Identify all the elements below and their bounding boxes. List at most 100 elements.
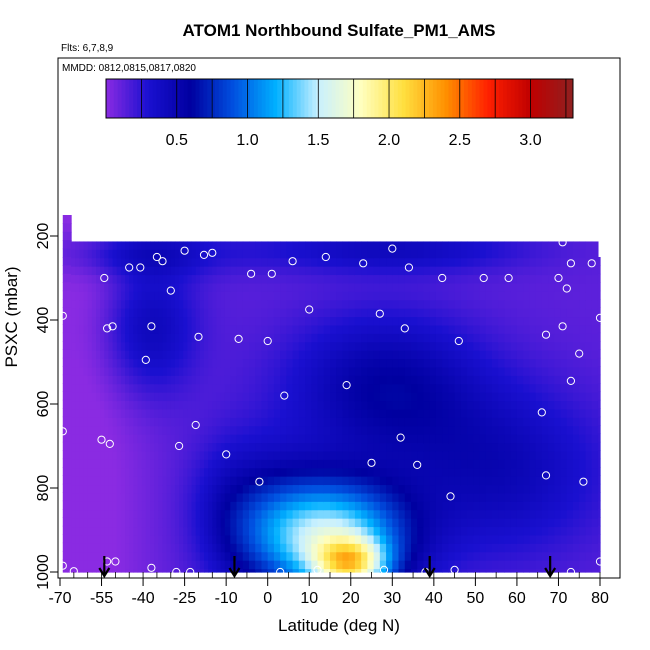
colorbar-swatch xyxy=(320,79,325,118)
heat-cell xyxy=(535,367,543,377)
heat-cell xyxy=(154,443,159,453)
heat-cell xyxy=(286,283,294,293)
heat-cell xyxy=(212,501,218,511)
heat-cell xyxy=(535,417,543,427)
heat-cell xyxy=(162,308,168,318)
heat-cell xyxy=(392,392,400,402)
heat-cell xyxy=(554,333,562,343)
heat-cell xyxy=(212,241,218,251)
heat-cell xyxy=(166,569,172,573)
heat-cell xyxy=(195,501,201,511)
heat-cell xyxy=(386,392,393,402)
heat-cell xyxy=(208,501,213,511)
heat-cell xyxy=(305,485,312,495)
heat-cell xyxy=(116,258,122,268)
profile-point xyxy=(454,336,463,346)
heat-cell xyxy=(535,560,543,570)
heat-cell xyxy=(261,266,269,276)
heat-cell xyxy=(191,560,197,570)
heat-cell xyxy=(249,527,256,537)
heat-cell xyxy=(498,485,506,495)
heat-cell xyxy=(62,265,68,275)
heat-cell xyxy=(298,443,306,453)
heat-cell xyxy=(404,560,412,570)
heat-cell xyxy=(398,510,406,520)
heat-cell xyxy=(548,493,555,503)
heat-cell xyxy=(261,375,269,385)
heat-cell xyxy=(510,493,518,503)
heat-cell xyxy=(179,409,184,419)
heat-cell xyxy=(386,426,393,436)
heat-cell xyxy=(386,249,393,259)
heat-cell xyxy=(162,426,168,436)
heat-cell xyxy=(150,476,155,486)
heat-cell xyxy=(141,291,147,301)
heat-cell xyxy=(417,560,425,570)
heat-cell xyxy=(323,392,331,402)
heat-cell xyxy=(174,375,180,385)
heat-cell xyxy=(154,493,159,503)
heat-cell xyxy=(96,443,101,453)
heat-cell xyxy=(548,451,555,461)
heat-cell xyxy=(199,308,205,318)
heat-cell xyxy=(323,333,331,343)
heat-cell xyxy=(423,434,431,444)
heat-cell xyxy=(87,350,93,360)
heat-cell xyxy=(448,459,456,469)
heat-cell xyxy=(100,359,105,369)
heat-cell xyxy=(330,384,337,394)
heat-cell xyxy=(429,333,437,343)
heat-cell xyxy=(541,300,549,310)
heat-cell xyxy=(179,401,184,411)
heat-cell xyxy=(71,333,76,343)
heat-cell xyxy=(204,459,209,469)
heat-cell xyxy=(354,308,362,318)
heat-cell xyxy=(255,552,263,562)
heat-cell xyxy=(330,367,337,377)
heat-cell xyxy=(442,535,449,545)
heat-cell xyxy=(120,300,126,310)
heat-cell xyxy=(154,485,159,495)
heat-cell xyxy=(129,375,134,385)
heat-cell xyxy=(137,493,143,503)
heat-cell xyxy=(112,258,118,268)
heat-cell xyxy=(566,543,574,553)
heat-cell xyxy=(71,384,76,394)
heat-cell xyxy=(162,375,168,385)
heat-cell xyxy=(154,552,159,562)
heat-cell xyxy=(108,543,114,553)
heat-cell xyxy=(336,359,344,369)
heat-cell xyxy=(454,409,462,419)
heat-cell xyxy=(230,518,238,528)
heat-cell xyxy=(66,475,72,485)
heat-cell xyxy=(379,384,387,394)
heat-cell xyxy=(79,451,85,461)
heat-cell xyxy=(150,291,155,301)
heat-cell xyxy=(498,350,506,360)
heat-cell xyxy=(529,392,537,402)
heat-cell xyxy=(208,283,213,293)
heat-cell xyxy=(158,291,164,301)
heat-cell xyxy=(479,518,487,528)
heat-cell xyxy=(236,426,244,436)
heat-cell xyxy=(116,350,122,360)
heat-cell xyxy=(323,417,331,427)
heat-cell xyxy=(529,384,537,394)
heat-cell xyxy=(195,249,201,259)
heat-cell xyxy=(120,283,126,293)
heat-cell xyxy=(79,375,85,385)
heat-cell xyxy=(183,359,188,369)
heat-cell xyxy=(224,501,231,511)
heat-cell xyxy=(361,342,368,352)
heat-cell xyxy=(548,468,555,478)
heat-cell xyxy=(342,266,350,276)
heat-cell xyxy=(249,342,256,352)
heat-cell xyxy=(158,375,164,385)
heat-cell xyxy=(91,476,97,486)
heat-cell xyxy=(417,317,425,327)
heat-cell xyxy=(267,417,275,427)
heat-cell xyxy=(442,283,449,293)
heat-cell xyxy=(417,543,425,553)
heat-cell xyxy=(145,266,151,276)
heat-cell xyxy=(91,266,97,276)
